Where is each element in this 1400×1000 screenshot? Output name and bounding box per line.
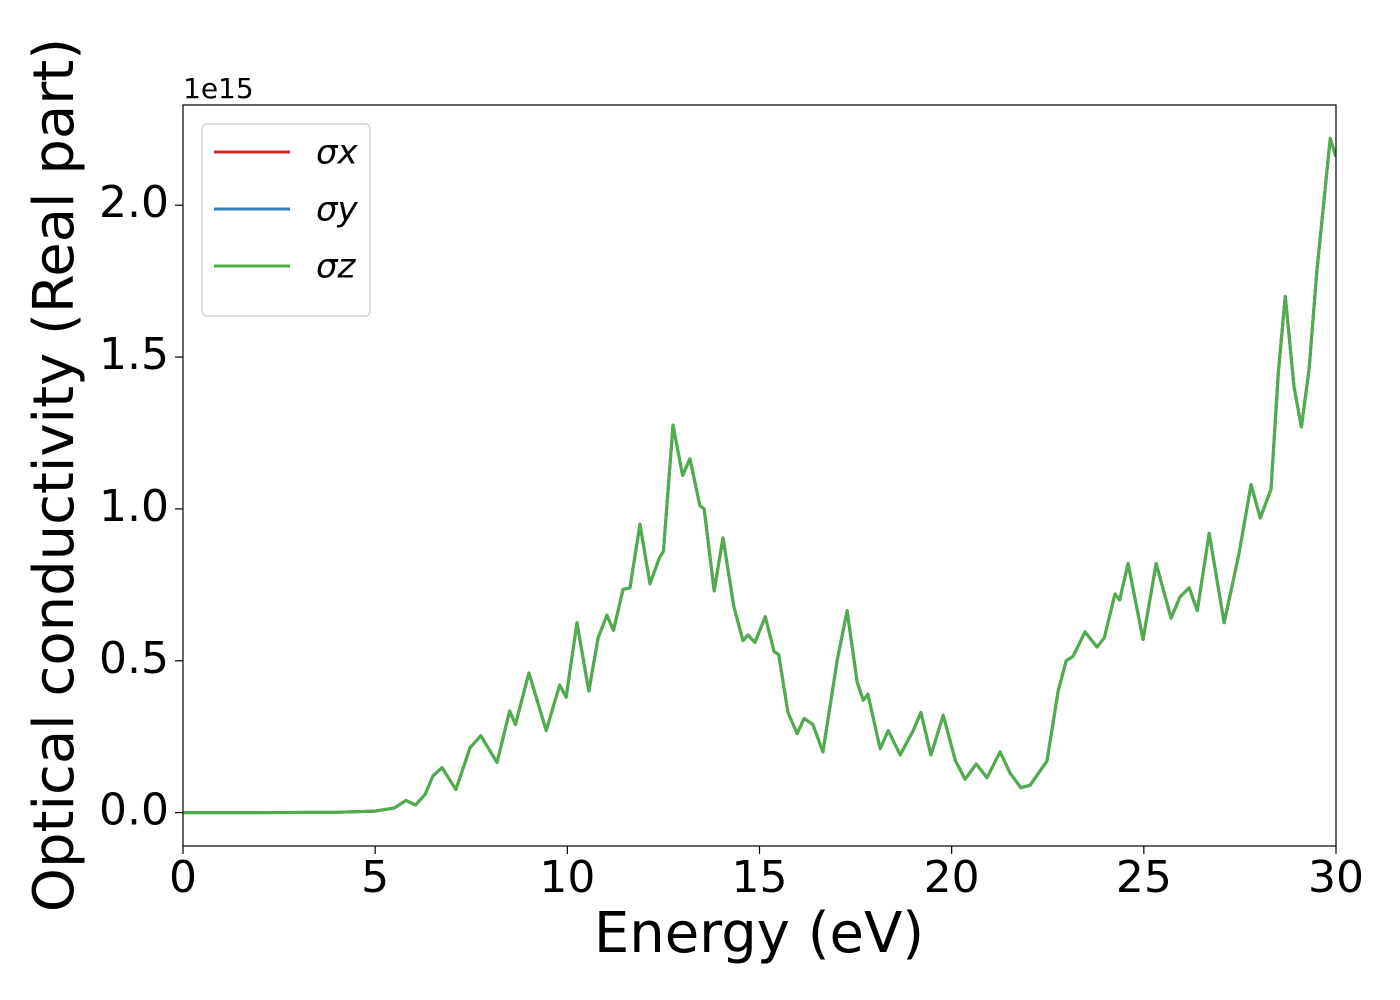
x-tick-label: 10 — [539, 852, 595, 903]
y-tick-label: 0.5 — [99, 633, 169, 684]
y-axis-label: Optical conductivity (Real part) — [22, 38, 87, 912]
y-tick-label: 1.5 — [99, 329, 169, 380]
x-tick-label: 30 — [1308, 852, 1364, 903]
legend-box — [201, 123, 371, 317]
plot-frame — [182, 104, 1337, 847]
y-tick-label: 1.0 — [99, 481, 169, 532]
series-line — [183, 136, 1336, 815]
x-tick-label: 20 — [924, 852, 980, 903]
x-tick-label: 0 — [169, 852, 197, 903]
x-tick-label: 5 — [361, 852, 389, 903]
legend-label: σx — [316, 133, 359, 173]
y-tick-label: 2.0 — [99, 177, 169, 228]
y-offset-label: 1e15 — [183, 72, 254, 105]
y-tick-label: 0.0 — [99, 785, 169, 836]
legend-label: σy — [316, 190, 359, 230]
x-axis-label: Energy (eV) — [594, 901, 924, 966]
legend-label: σz — [316, 247, 357, 287]
x-tick-label: 15 — [732, 852, 788, 903]
x-tick-label: 25 — [1116, 852, 1172, 903]
